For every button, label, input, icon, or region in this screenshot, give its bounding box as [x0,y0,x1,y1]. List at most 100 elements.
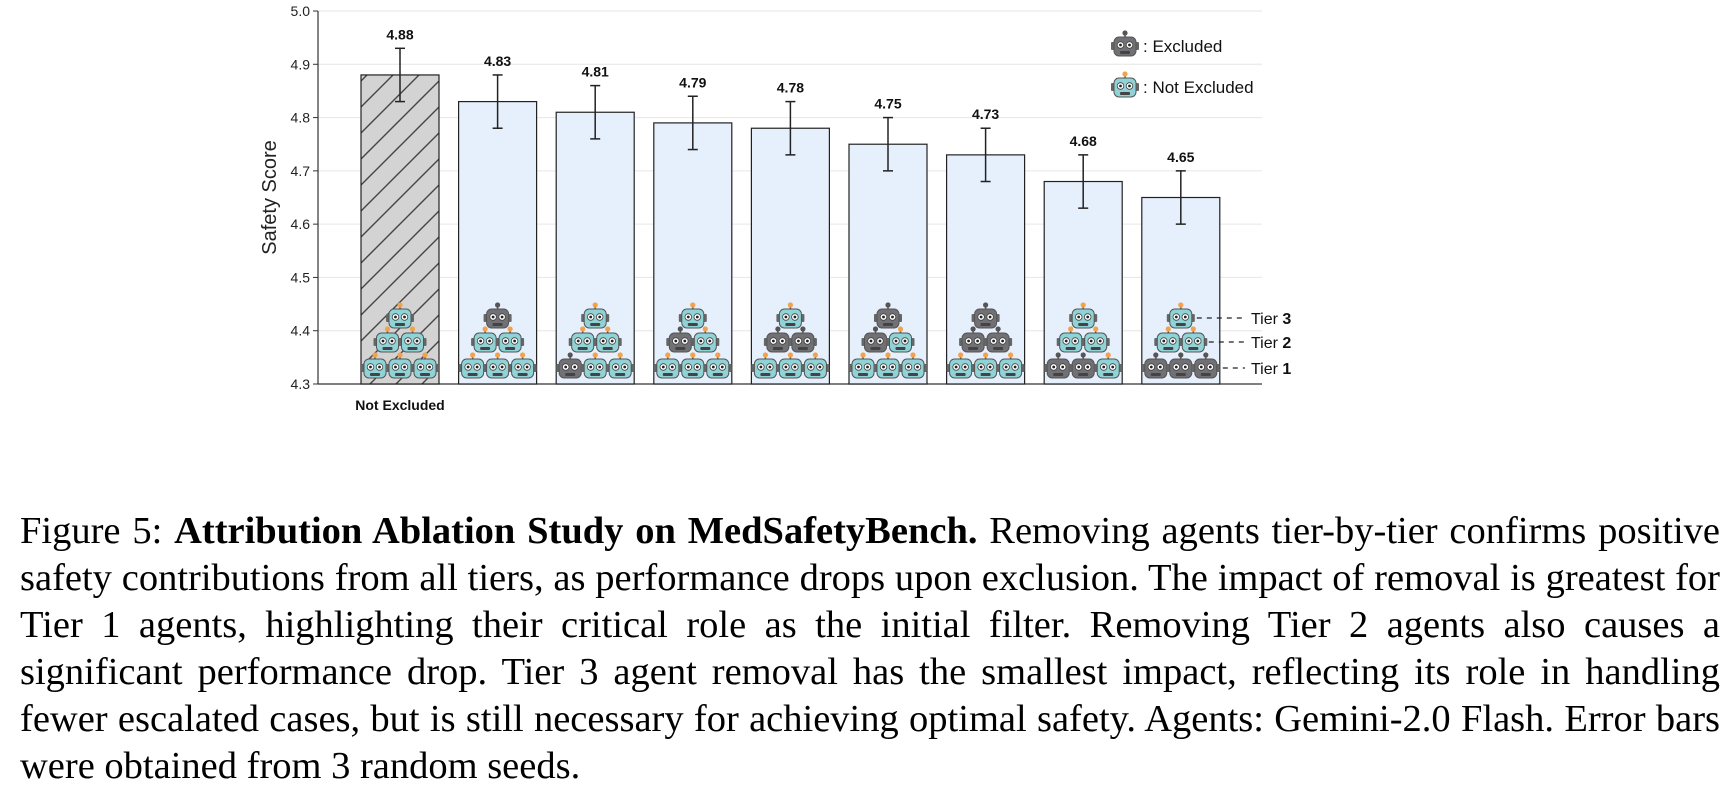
robot-ear-left [568,338,572,346]
robot-antenna-tip [1068,326,1074,332]
robot-antenna-tip [1122,30,1128,36]
robot-antenna-tip [690,302,696,308]
robot-included-icon [1111,71,1139,98]
robot-pupil-right [513,339,516,343]
robot-antenna-tip [715,352,721,358]
robot-antenna-tip [872,326,879,332]
robot-pupil-left [711,365,715,369]
robot-ear-left [1191,364,1195,372]
robot-ear-left [886,338,890,346]
robot-pupil-right [598,365,602,369]
robot-pupil-right [988,315,992,319]
robot-pupil-left [369,365,372,369]
robot-ear-left [751,364,755,372]
robot-antenna-tip [397,302,403,308]
robot-ear-left [1081,338,1085,346]
robot-ear-left [1069,364,1073,372]
robot-mouth [980,323,991,326]
robot-antenna-tip [1008,352,1014,358]
y-tick-label: 4.9 [291,56,311,72]
robot-mouth [1120,51,1130,54]
robot-ear-left [776,314,780,322]
robot-included-icon [568,326,597,353]
robot-antenna-tip [409,326,416,332]
robot-pupil-left [1089,339,1093,343]
bar [360,74,440,385]
robot-pupil-left [381,339,385,343]
robot-mouth [772,347,783,350]
robot-excluded-icon [1111,30,1139,57]
robot-ear-right [801,314,805,322]
robot-mouth [980,373,991,376]
value-label: 4.73 [972,106,999,122]
robot-antenna-tip [983,352,989,358]
robot-antenna-tip [677,326,683,332]
robot-pupil-left [394,365,397,369]
robot-pupil-left [784,315,788,319]
robot-antenna-tip [787,302,794,308]
robot-pupil-right [598,315,602,319]
robot-mouth [955,373,966,376]
robot-included-icon [899,352,927,379]
robot-pupil-right [610,339,614,343]
robot-ear-left [606,364,610,372]
robot-pupil-right [525,365,529,369]
robot-ear-left [1154,338,1158,346]
y-tick-label: 4.5 [291,269,311,285]
robot-pupil-left [1187,339,1191,343]
robot-ear-left [653,364,657,372]
robot-included-icon [508,352,537,379]
robot-mouth [420,373,430,376]
robot-pupil-left [967,339,970,343]
robot-included-icon [703,352,732,379]
bar-chart: 4.3 4.4 4.5 4.6 4.7 4.8 4.9 5.0 Safety Score 4.8… [259,3,1291,413]
robot-mouth [370,373,380,376]
robot-pupil-right [793,365,797,369]
robot-included-icon [411,352,439,379]
bar [848,143,928,385]
robot-mouth [993,347,1004,350]
robot-mouth [480,347,491,350]
robot-mouth [883,323,893,326]
robot-antenna-tip [520,352,526,358]
robot-pupil-right [1196,339,1200,343]
robot-ear-right [423,338,427,346]
robot-pupil-left [394,315,397,319]
robot-antenna-tip [800,326,806,332]
robot-ear-left [398,338,402,346]
robot-ear-left [508,364,512,372]
robot-ear-right [1216,364,1220,372]
robot-excluded-icon [788,326,817,353]
robot-antenna-tip [958,352,964,358]
robot-mouth [577,347,588,350]
bar [945,154,1026,385]
robot-antenna-tip [495,302,501,308]
robot-included-icon [593,326,622,353]
robot-ear-left [1044,364,1048,372]
robot-excluded-icon [1166,352,1195,379]
y-tick-label: 4.3 [291,376,311,392]
robot-pupil-right [415,339,419,343]
robot-ear-right [1094,314,1098,322]
robot-ear-left [1166,314,1170,322]
robot-antenna-tip [970,326,976,332]
robot-antenna-tip [384,326,391,332]
robot-pupil-left [479,339,482,343]
robot-ear-left [874,314,877,322]
robot-mouth [895,347,906,350]
caption-label: Figure 5: [20,510,175,552]
robot-included-icon [691,326,720,353]
robot-ear-right [1119,364,1123,372]
robot-ear-right [533,364,537,372]
robot-excluded-icon [971,302,1000,329]
robot-ear-right [1021,364,1025,372]
robot-antenna-tip [1122,71,1128,77]
robot-pupil-left [674,339,678,343]
robot-pupil-right [585,339,589,343]
robot-pupil-left [882,315,885,319]
robot-pupil-right [670,365,674,369]
robot-ear-left [849,364,852,372]
robot-mouth [407,347,418,350]
robot-included-icon [386,302,414,329]
y-tick-label: 4.7 [291,163,311,179]
